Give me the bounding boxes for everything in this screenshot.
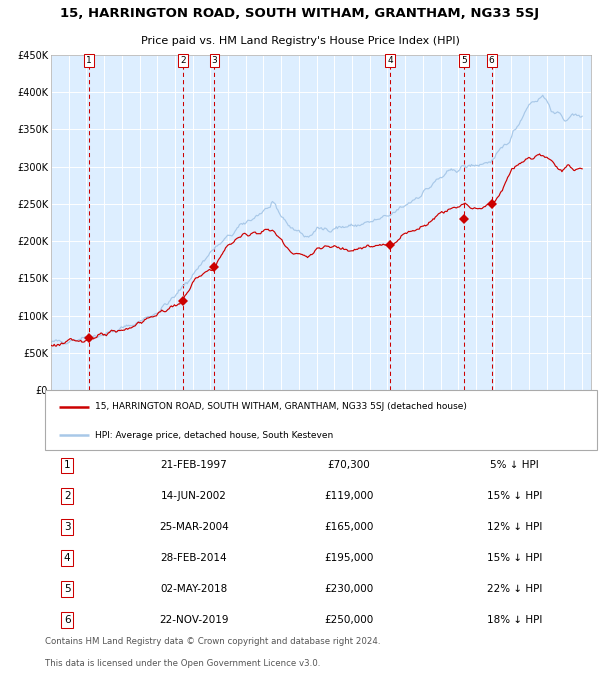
Text: 1: 1 — [86, 56, 92, 65]
Text: 18% ↓ HPI: 18% ↓ HPI — [487, 615, 542, 625]
Text: 02-MAY-2018: 02-MAY-2018 — [160, 583, 227, 594]
Text: 12% ↓ HPI: 12% ↓ HPI — [487, 522, 542, 532]
Text: 5% ↓ HPI: 5% ↓ HPI — [490, 460, 539, 471]
Text: 3: 3 — [212, 56, 217, 65]
Text: 4: 4 — [64, 553, 70, 563]
Text: 22-NOV-2019: 22-NOV-2019 — [159, 615, 229, 625]
Text: 4: 4 — [388, 56, 393, 65]
Text: 6: 6 — [489, 56, 494, 65]
Text: 15% ↓ HPI: 15% ↓ HPI — [487, 491, 542, 501]
Text: This data is licensed under the Open Government Licence v3.0.: This data is licensed under the Open Gov… — [45, 659, 320, 668]
Text: 15% ↓ HPI: 15% ↓ HPI — [487, 553, 542, 563]
Text: 25-MAR-2004: 25-MAR-2004 — [159, 522, 229, 532]
Text: 6: 6 — [64, 615, 70, 625]
Text: 15, HARRINGTON ROAD, SOUTH WITHAM, GRANTHAM, NG33 5SJ (detached house): 15, HARRINGTON ROAD, SOUTH WITHAM, GRANT… — [95, 403, 467, 411]
Text: 5: 5 — [64, 583, 70, 594]
Text: 2: 2 — [180, 56, 186, 65]
Text: 15, HARRINGTON ROAD, SOUTH WITHAM, GRANTHAM, NG33 5SJ: 15, HARRINGTON ROAD, SOUTH WITHAM, GRANT… — [61, 7, 539, 20]
Text: 3: 3 — [64, 522, 70, 532]
Text: Contains HM Land Registry data © Crown copyright and database right 2024.: Contains HM Land Registry data © Crown c… — [45, 637, 380, 646]
Text: £119,000: £119,000 — [324, 491, 373, 501]
Text: 14-JUN-2002: 14-JUN-2002 — [161, 491, 227, 501]
Text: 2: 2 — [64, 491, 70, 501]
Text: 28-FEB-2014: 28-FEB-2014 — [161, 553, 227, 563]
Text: Price paid vs. HM Land Registry's House Price Index (HPI): Price paid vs. HM Land Registry's House … — [140, 36, 460, 46]
Text: £165,000: £165,000 — [324, 522, 373, 532]
Text: 22% ↓ HPI: 22% ↓ HPI — [487, 583, 542, 594]
Text: £195,000: £195,000 — [324, 553, 373, 563]
Text: £250,000: £250,000 — [324, 615, 373, 625]
Text: HPI: Average price, detached house, South Kesteven: HPI: Average price, detached house, Sout… — [95, 430, 333, 439]
Text: 21-FEB-1997: 21-FEB-1997 — [161, 460, 227, 471]
Text: 1: 1 — [64, 460, 70, 471]
Text: £70,300: £70,300 — [327, 460, 370, 471]
Text: 5: 5 — [461, 56, 467, 65]
FancyBboxPatch shape — [45, 390, 597, 450]
Text: £230,000: £230,000 — [324, 583, 373, 594]
